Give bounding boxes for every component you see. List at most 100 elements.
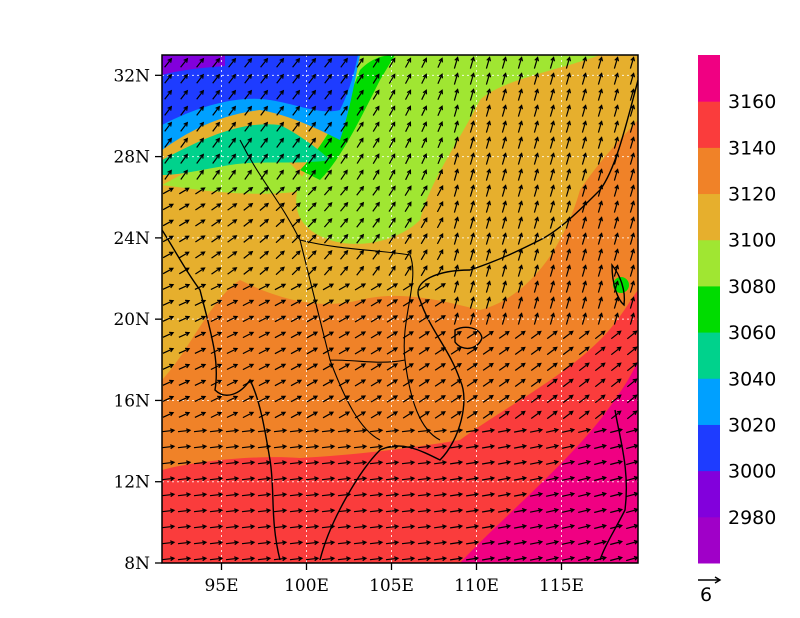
wind-vector-371 [340,249,349,260]
wind-vector-501 [501,312,508,325]
wind-vector-725 [241,444,256,450]
wind-vector-57 [597,72,604,85]
wind-vector-178 [613,136,620,149]
wind-vector-684 [546,410,558,420]
wind-vector-561 [498,346,510,355]
wind-vector-108 [453,104,460,117]
wind-vector-751 [177,460,192,466]
wind-vector-657 [594,394,606,404]
wind-vector-483 [210,315,223,323]
x-axis: 95E 100E 105E 110E 115E [204,563,584,596]
wind-vector-677 [434,411,446,419]
wind-vector-363 [211,251,222,259]
wind-vector-673 [370,411,383,419]
y-axis: 8N 12N 16N 20N 24N 28N 32N [113,66,162,574]
wind-vector-601 [178,379,191,386]
wind-vector-840 [162,508,176,514]
wind-vector-320 [485,216,492,229]
wind-vector-385 [565,248,572,261]
colorbar-segment-3 [698,378,720,425]
wind-vector-117 [597,104,604,117]
wind-vector-683 [530,410,542,419]
wind-vector-448 [613,280,620,293]
wind-vector-597 [594,362,606,372]
wind-vector-407 [436,264,444,277]
wind-vector-183 [212,153,221,164]
wind-vector-122 [196,121,205,132]
wind-vector-546 [258,347,271,355]
wind-vector-769 [466,460,480,465]
wind-vector-207 [597,152,604,165]
wind-vector-679 [466,410,478,419]
wind-vector-344 [388,233,396,244]
wind-vector-489 [306,315,319,323]
wind-vector-753 [209,460,224,466]
wind-vector-101 [340,105,348,116]
wind-vector-409 [469,264,476,277]
wind-vector-345 [404,233,412,245]
wind-vector-896 [578,524,592,529]
wind-vector-5 [244,57,253,68]
wind-vector-238 [613,168,620,181]
wind-vector-666 [258,411,271,419]
colorbar-segment-2 [698,424,720,472]
wind-vector-323 [533,216,540,229]
wind-vector-280 [323,201,333,212]
wind-vector-438 [453,280,460,293]
wind-vector-176 [581,136,588,149]
wind-vector-879 [305,524,320,530]
wind-vector-520 [322,331,335,339]
wind-vector-168 [453,136,460,149]
wind-vector-737 [434,444,448,450]
wind-vector-544 [226,347,239,355]
wind-vector-591 [498,362,510,371]
wind-vector-149 [629,120,636,133]
wind-vector-830 [481,492,496,497]
wind-vector-619 [466,378,478,387]
wind-vector-720 [162,444,176,450]
wind-vector-593 [530,362,542,371]
wind-vector-63 [212,89,221,100]
wind-vector-655 [562,394,574,404]
wind-vector-10 [324,57,333,68]
field-3040-3060 [162,124,330,175]
wind-vector-787 [273,476,288,482]
wind-vector-14 [388,57,396,68]
wind-vector-233 [533,168,540,181]
wind-vector-400 [323,265,333,276]
wind-vector-331 [178,235,190,243]
wind-vector-860 [481,508,496,513]
wind-vector-529 [466,330,478,339]
wind-vector-607 [274,379,287,387]
wind-vector-268 [613,184,620,197]
wind-vector-330 [162,235,175,243]
wind-vector-416 [581,264,588,277]
x-tick-label: 105E [369,576,414,596]
wind-vector-309 [307,218,317,228]
wind-vector-64 [228,89,237,100]
wind-vector-80 [485,88,492,101]
wind-vector-123 [212,121,221,132]
wind-vector-95 [244,105,253,116]
wind-vector-325 [565,216,572,229]
wind-vector-535 [562,330,574,340]
wind-vector-634 [226,395,239,403]
wind-vector-9 [308,57,317,68]
wind-vector-279 [307,202,317,212]
wind-vector-727 [273,444,288,450]
colorbar-segment-0 [698,516,720,564]
wind-vector-181 [180,153,189,164]
wind-vector-166 [421,137,428,149]
wind-vector-826 [417,492,432,498]
wind-vector-549 [306,347,319,355]
wind-vector-495 [402,315,414,323]
wind-vector-876 [257,524,272,530]
wind-vector-321 [501,216,508,229]
wind-vector-171 [501,136,508,149]
wind-vector-740 [481,444,496,449]
wind-vector-458 [290,299,303,307]
wind-vector-167 [437,137,443,149]
wind-vector-202 [517,152,524,165]
wind-vector-408 [453,264,460,277]
wind-vector-354 [549,232,556,245]
